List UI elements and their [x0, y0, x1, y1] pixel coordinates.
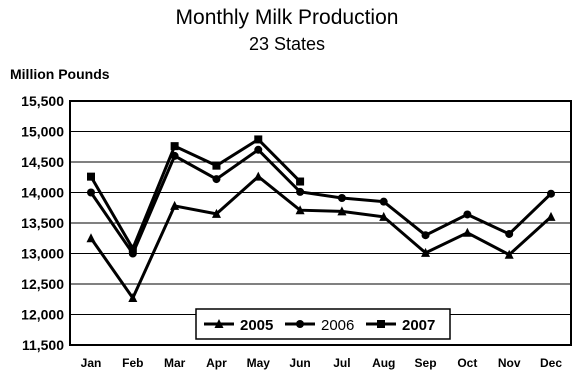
data-point-2007 [296, 177, 305, 186]
chart-subtitle: 23 States [248, 34, 326, 54]
y-tick-label: 15,500 [21, 93, 64, 109]
data-point-2005 [128, 293, 138, 303]
chart-title: Monthly Milk Production [175, 6, 399, 29]
x-tick-label: Mar [164, 356, 186, 370]
data-point-2005 [421, 247, 431, 257]
data-point-2006 [505, 229, 514, 238]
data-point-2006 [421, 231, 430, 240]
y-tick-label: 14,000 [21, 185, 64, 201]
legend-marker-2006 [296, 320, 304, 328]
data-point-2006 [337, 193, 346, 202]
y-tick-label: 14,500 [21, 154, 64, 170]
series-2006 [87, 145, 555, 258]
series-lines [86, 135, 556, 303]
y-tick-label: 15,000 [21, 124, 64, 140]
x-tick-label: Aug [372, 356, 395, 370]
legend-label-2006: 2006 [321, 317, 354, 334]
data-point-2007 [128, 244, 137, 253]
data-point-2005 [211, 208, 221, 218]
data-point-2007 [87, 172, 95, 181]
x-tick-label: Jun [289, 356, 310, 370]
data-point-2005 [170, 200, 180, 210]
x-tick-label: Jul [333, 356, 350, 370]
y-tick-label: 12,500 [21, 276, 64, 292]
x-tick-label: Jan [81, 356, 102, 370]
x-tick-label: Feb [122, 356, 143, 370]
legend-label-2005: 2005 [240, 317, 273, 334]
data-point-2005 [504, 249, 514, 259]
data-point-2007 [254, 135, 263, 144]
data-point-2005 [379, 211, 389, 221]
data-point-2005 [253, 171, 263, 181]
series-line-2006 [89, 147, 553, 257]
data-point-2005 [462, 227, 472, 237]
y-axis-label: Million Pounds [10, 66, 110, 82]
data-point-2005 [86, 233, 96, 243]
x-tick-label: Dec [540, 356, 562, 370]
x-tick-label: May [247, 356, 271, 370]
x-tick-label: Nov [498, 356, 521, 370]
y-tick-label: 13,000 [21, 246, 64, 262]
y-tick-label: 11,500 [22, 337, 64, 353]
data-point-2005 [546, 211, 556, 221]
data-point-2007 [212, 161, 221, 170]
series-line-2005 [89, 174, 553, 302]
data-point-2006 [463, 210, 472, 219]
data-point-2006 [379, 197, 388, 206]
y-tick-label: 12,000 [21, 307, 64, 323]
data-point-2006 [87, 188, 95, 197]
data-point-2005 [295, 205, 305, 215]
y-tick-label: 13,500 [21, 215, 64, 231]
x-tick-label: Oct [457, 356, 477, 370]
x-tick-label: Apr [206, 356, 227, 370]
plot-frame [69, 100, 572, 346]
legend-box [195, 308, 451, 340]
legend: 2005 2006 2007 [195, 308, 451, 340]
series-line-2007 [89, 137, 302, 253]
legend-label-2007: 2007 [402, 317, 435, 334]
legend-marker-2007 [377, 320, 385, 328]
data-point-2006 [547, 189, 555, 198]
legend-marker-2005 [214, 319, 224, 328]
x-tick-label: Sep [415, 356, 437, 370]
series-2005 [86, 171, 556, 303]
data-point-2005 [337, 206, 347, 216]
data-point-2006 [254, 145, 263, 154]
data-point-2006 [212, 175, 221, 184]
series-2007 [87, 135, 305, 253]
x-tick-labels: Jan Feb Mar Apr May Jun Jul Aug Sep Oct Nov Dec [81, 356, 563, 370]
data-point-2007 [170, 142, 179, 151]
y-tick-labels: 11,500 12,000 12,500 13,000 13,500 14,000 14,5… [21, 93, 64, 353]
data-point-2006 [296, 187, 305, 196]
